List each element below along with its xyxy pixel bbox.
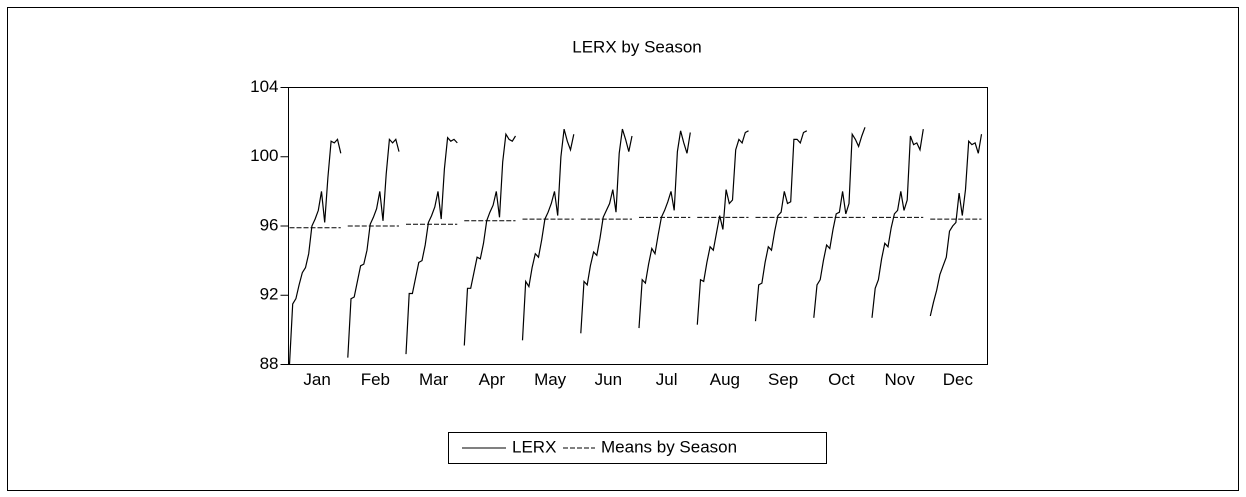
season-line bbox=[521, 128, 575, 341]
x-tick-label: Aug bbox=[710, 370, 740, 389]
legend bbox=[448, 432, 827, 464]
x-tick-label: Nov bbox=[885, 370, 916, 389]
y-tick-label: 88 bbox=[260, 354, 279, 373]
x-tick-label: Jan bbox=[303, 370, 330, 389]
season-line bbox=[405, 136, 458, 355]
x-tick-label: Feb bbox=[361, 370, 390, 389]
legend-label: LERX bbox=[512, 437, 556, 456]
season-line bbox=[463, 132, 517, 346]
season-line bbox=[347, 137, 400, 358]
x-tick-label: Oct bbox=[828, 370, 855, 389]
y-tick-label: 104 bbox=[250, 77, 278, 96]
chart-title: LERX by Season bbox=[572, 37, 701, 56]
y-tick-label: 100 bbox=[250, 146, 278, 165]
season-line bbox=[813, 127, 866, 318]
season-line bbox=[929, 134, 983, 317]
x-tick-label: Jul bbox=[656, 370, 678, 389]
season-line bbox=[871, 129, 924, 318]
x-tick-label: Sep bbox=[768, 370, 798, 389]
x-tick-label: May bbox=[534, 370, 567, 389]
y-tick-label: 92 bbox=[260, 285, 279, 304]
season-line bbox=[288, 138, 342, 365]
x-tick-label: Jun bbox=[595, 370, 622, 389]
season-line bbox=[696, 130, 749, 325]
season-line bbox=[638, 130, 691, 329]
y-tick-label: 96 bbox=[260, 215, 279, 234]
frame bbox=[7, 7, 1239, 491]
x-tick-label: Apr bbox=[479, 370, 506, 389]
season-line bbox=[580, 128, 633, 334]
season-line bbox=[754, 130, 808, 322]
x-tick-label: Mar bbox=[419, 370, 449, 389]
x-tick-label: Dec bbox=[943, 370, 974, 389]
legend-label: Means by Season bbox=[601, 437, 737, 456]
